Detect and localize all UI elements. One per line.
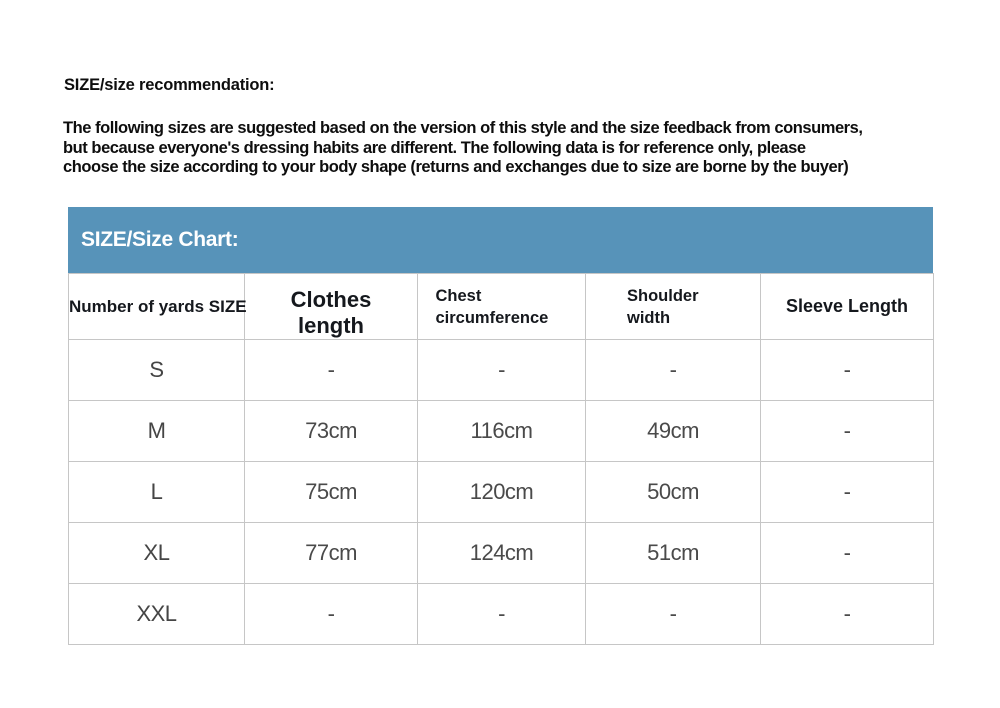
column-header-chest-circumference: Chest circumference [417, 273, 586, 340]
table-cell-clothes-length: - [244, 583, 418, 645]
table-cell-chest: 120cm [417, 461, 586, 523]
table-row-l: L 75cm 120cm 50cm - [68, 461, 934, 523]
column-header-sleeve-length: Sleeve Length [760, 273, 934, 340]
table-row-m: M 73cm 116cm 49cm - [68, 400, 934, 462]
table-row-xl: XL 77cm 124cm 51cm - [68, 522, 934, 584]
table-cell-sleeve: - [760, 461, 934, 523]
table-cell-shoulder: 49cm [585, 400, 761, 462]
recommendation-paragraph: The following sizes are suggested based … [63, 119, 863, 178]
recommendation-line-1: The following sizes are suggested based … [63, 119, 863, 137]
table-cell-clothes-length: 77cm [244, 522, 418, 584]
table-cell-clothes-length: 73cm [244, 400, 418, 462]
table-cell-shoulder: - [585, 583, 761, 645]
column-header-size: Number of yards SIZE [68, 273, 247, 340]
recommendation-title: SIZE/size recommendation: [64, 76, 275, 94]
column-header-shoulder-width: Shoulder width [585, 273, 761, 340]
table-cell-sleeve: - [760, 339, 934, 401]
table-cell-shoulder: 51cm [585, 522, 761, 584]
size-chart-table: Number of yards SIZE Clothes length Ches… [68, 273, 934, 645]
table-cell-chest: 116cm [417, 400, 586, 462]
table-cell-sleeve: - [760, 583, 934, 645]
table-row-xxl: XXL - - - - [68, 583, 934, 645]
column-header-chest-circumference-label: Chest circumference [435, 286, 549, 327]
table-cell-clothes-length: - [244, 339, 418, 401]
size-cell: XL [68, 522, 245, 584]
table-cell-chest: - [417, 583, 586, 645]
table-cell-sleeve: - [760, 522, 934, 584]
column-header-clothes-length: Clothes length [244, 273, 418, 340]
size-chart-section: SIZE/Size Chart: Number of yards SIZE Cl… [68, 207, 934, 645]
recommendation-line-3: choose the size according to your body s… [63, 158, 849, 176]
size-chart-header-bar: SIZE/Size Chart: [68, 207, 933, 273]
column-header-clothes-length-label: Clothes length [290, 286, 372, 338]
table-header-row: Number of yards SIZE Clothes length Ches… [68, 273, 934, 340]
size-cell: L [68, 461, 245, 523]
size-cell: S [68, 339, 245, 401]
table-cell-shoulder: - [585, 339, 761, 401]
size-cell: M [68, 400, 245, 462]
table-cell-chest: - [417, 339, 586, 401]
size-chart-title: SIZE/Size Chart: [81, 228, 239, 251]
recommendation-line-2: but because everyone's dressing habits a… [63, 138, 806, 157]
column-header-shoulder-width-label: Shoulder width [627, 286, 699, 327]
size-cell: XXL [68, 583, 245, 645]
table-row-s: S - - - - [68, 339, 934, 401]
table-cell-clothes-length: 75cm [244, 461, 418, 523]
table-cell-sleeve: - [760, 400, 934, 462]
table-cell-shoulder: 50cm [585, 461, 761, 523]
table-cell-chest: 124cm [417, 522, 586, 584]
